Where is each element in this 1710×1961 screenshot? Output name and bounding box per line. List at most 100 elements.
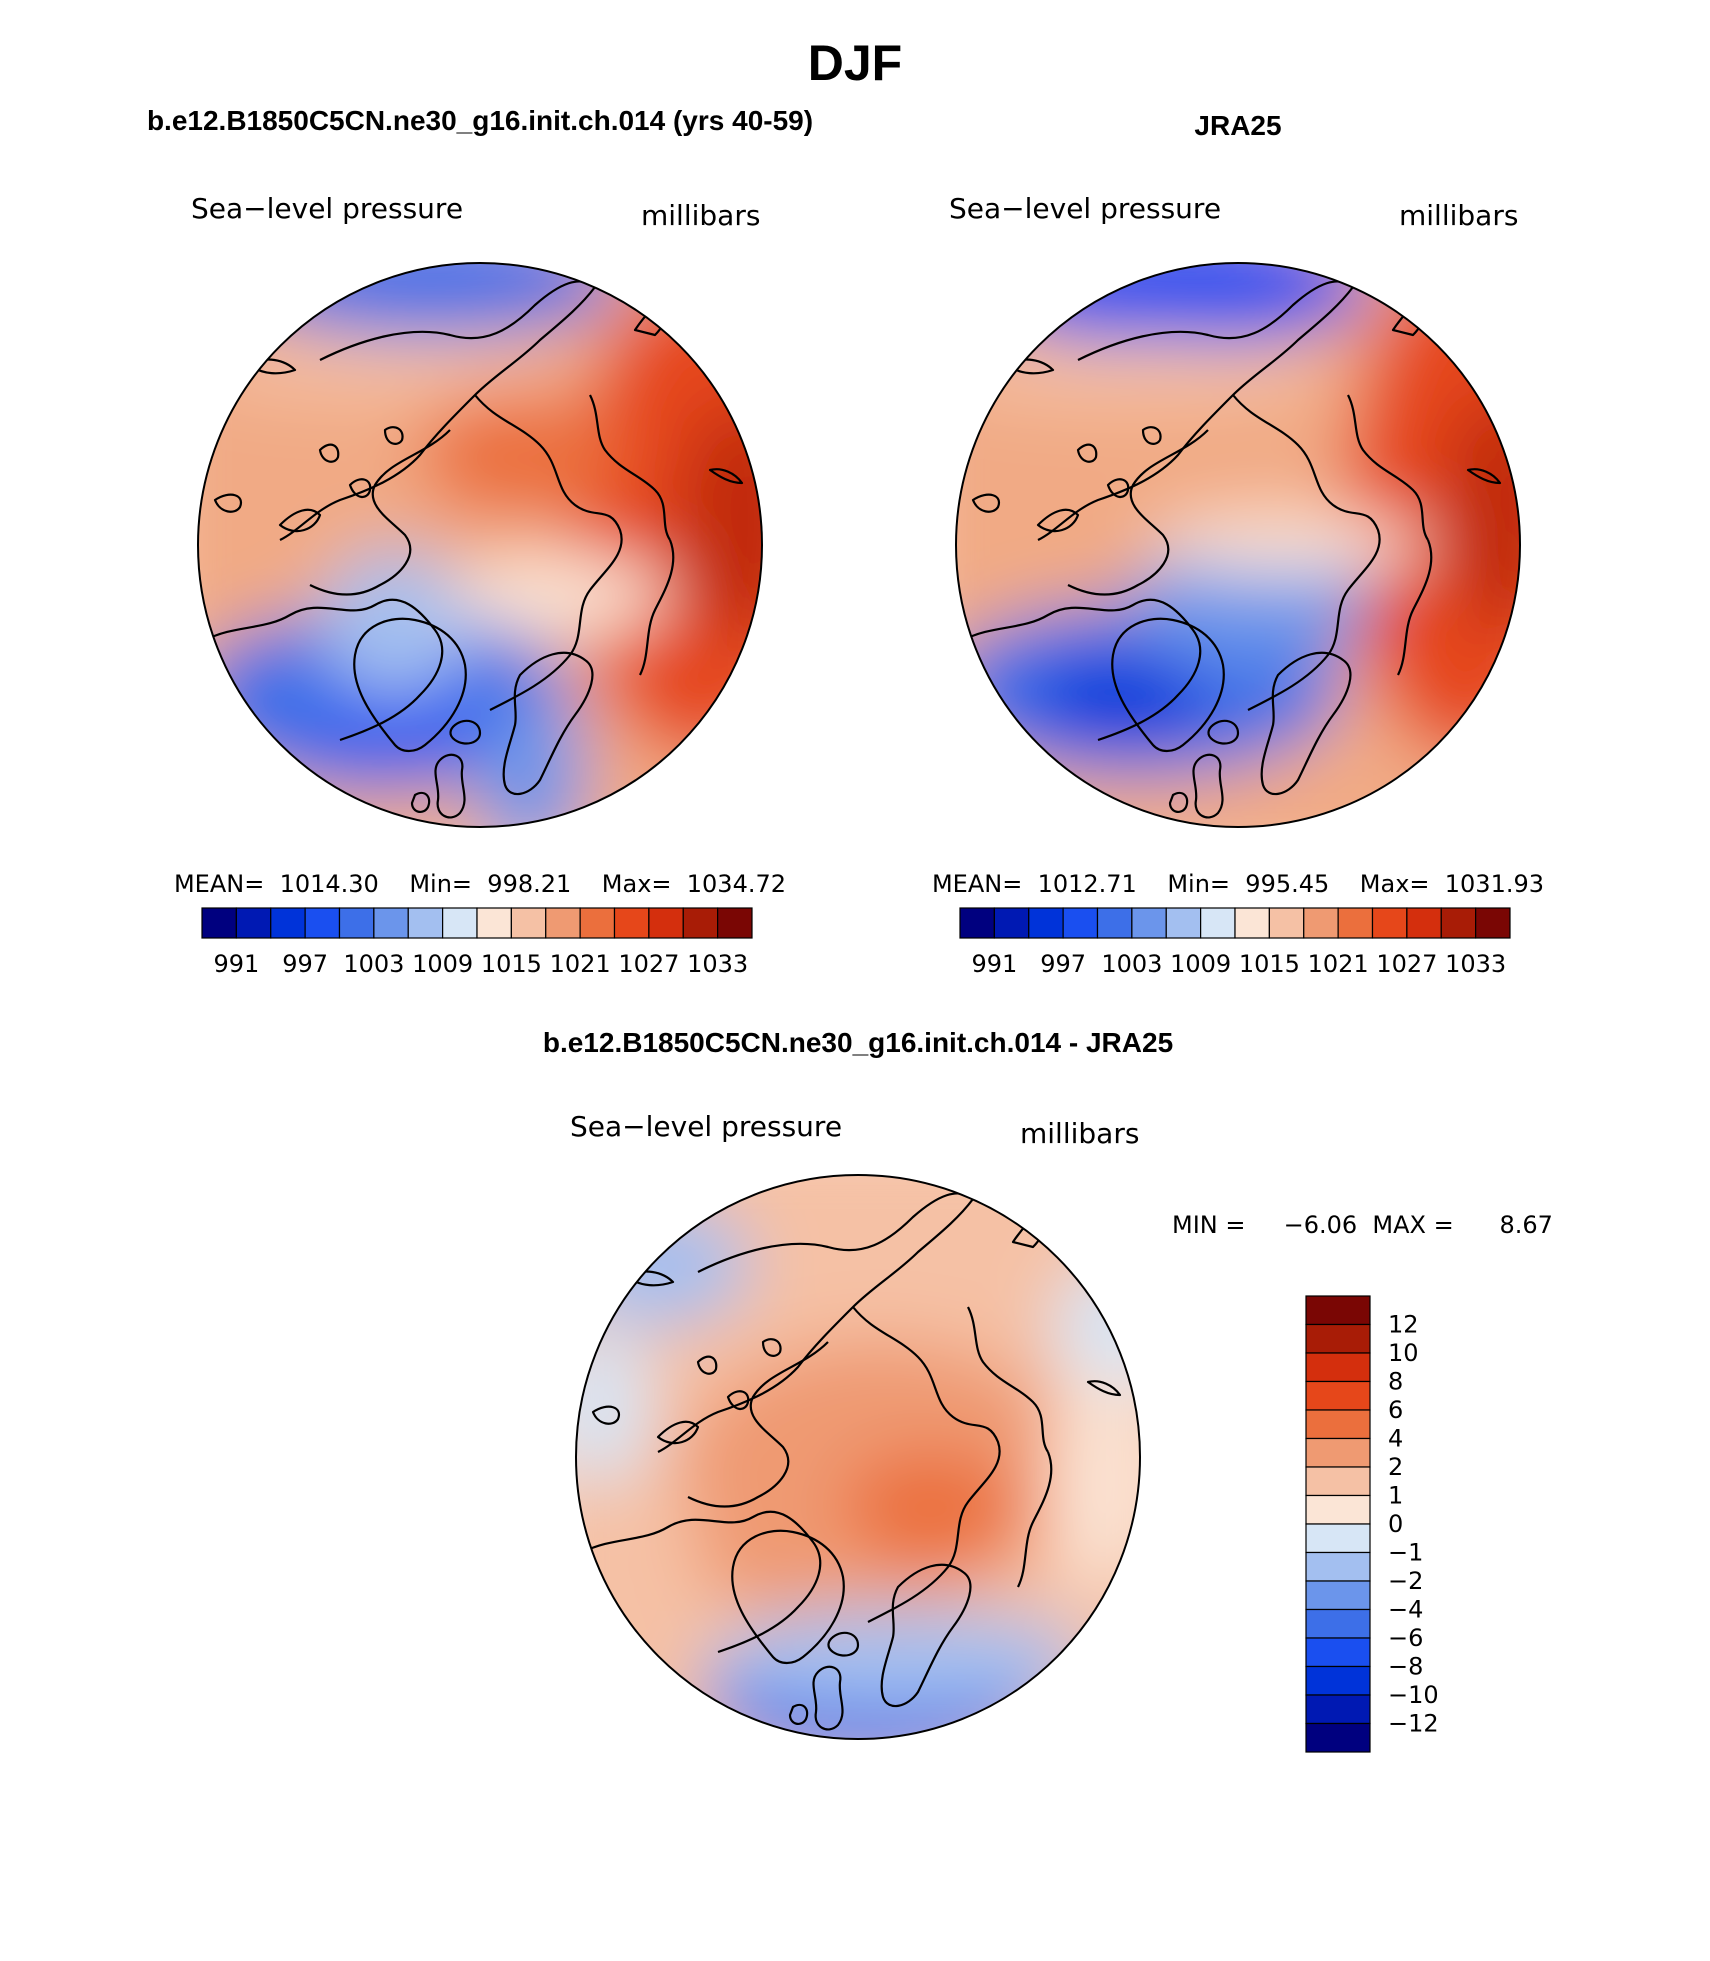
labelbar-diff-box <box>1305 1352 1371 1383</box>
map-obs-neutral-band <box>1150 515 1430 575</box>
map-diff-positive-greenland <box>695 1510 875 1610</box>
panel-model-title: b.e12.B1850C5CN.ne30_g16.init.ch.014 (yr… <box>147 105 813 136</box>
labelbar-obs-box <box>1475 907 1511 939</box>
labelbar-diff-tick-label: 6 <box>1388 1396 1403 1424</box>
labelbar-obs-box <box>1234 907 1270 939</box>
labelbar-model-box <box>338 907 375 939</box>
labelbar-model-box <box>235 907 272 939</box>
labelbar-obs-tick-label: 1015 <box>1239 950 1300 978</box>
season-title: DJF <box>808 35 902 91</box>
labelbar-diff-box <box>1305 1722 1371 1753</box>
labelbar-model-box <box>373 907 409 939</box>
panel-model: b.e12.B1850C5CN.ne30_g16.init.ch.014 (yr… <box>147 105 813 978</box>
labelbar-model-box <box>510 907 547 939</box>
labelbar-diff-tick-label: −6 <box>1388 1624 1423 1652</box>
map-obs-arctic-trough <box>1130 545 1370 665</box>
labelbar-model-box <box>407 907 444 939</box>
labelbar-obs-box <box>959 907 995 939</box>
map-diff-border <box>575 1174 1141 1740</box>
labelbar-model-tick-label: 997 <box>282 950 328 978</box>
map-model-low-pressure-core <box>315 675 485 755</box>
labelbar-diff-box <box>1305 1295 1371 1326</box>
map-diff-positive-core <box>840 1450 1020 1570</box>
labelbar-diff-tick-label: 0 <box>1388 1510 1403 1538</box>
labelbar-obs-box <box>1131 907 1167 939</box>
labelbar-model-tick-label: 1015 <box>481 950 542 978</box>
labelbar-diff-box <box>1305 1494 1371 1525</box>
map-obs-border <box>955 262 1521 828</box>
panel-diff-stats: MIN = −6.06 MAX = 8.67 <box>1172 1211 1553 1239</box>
map-diff-negative-pacific <box>576 1205 750 1325</box>
labelbar-model-tick-label: 1033 <box>687 950 748 978</box>
map-model <box>198 263 762 827</box>
map-obs-high-pressure-core <box>1440 390 1520 630</box>
labelbar-diff-tick-label: −8 <box>1388 1653 1423 1681</box>
panel-diff: b.e12.B1850C5CN.ne30_g16.init.ch.014 - J… <box>543 1027 1553 1753</box>
labelbar-obs-tick-label: 991 <box>971 950 1017 978</box>
labelbar-diff-tick-label: 10 <box>1388 1339 1419 1367</box>
labelbar-obs-tick-label: 1003 <box>1101 950 1162 978</box>
labelbar-obs: 991 997 1003 1009 1015 1021 1027 1033 <box>959 907 1511 978</box>
labelbar-diff-tick-label: −10 <box>1388 1681 1439 1709</box>
map-model-neutral-band <box>450 555 670 635</box>
labelbar-obs-tick-label: 1027 <box>1376 950 1437 978</box>
labelbar-model-box <box>442 907 478 939</box>
labelbar-diff-box <box>1305 1551 1371 1582</box>
labelbar-obs-tick-label: 997 <box>1040 950 1086 978</box>
map-obs-low-pressure-aleutian <box>990 263 1370 345</box>
map-model-pacific-band <box>198 335 570 395</box>
labelbar-obs-box <box>1096 907 1133 939</box>
labelbar-diff-tick-label: 12 <box>1388 1311 1419 1339</box>
labelbar-obs-box <box>993 907 1030 939</box>
labelbar-model-box <box>579 907 616 939</box>
labelbar-diff-box <box>1305 1437 1371 1468</box>
labelbar-diff-box <box>1305 1523 1371 1554</box>
panel-model-units: millibars <box>641 199 760 232</box>
labelbar-model-box <box>682 907 719 939</box>
labelbar-diff-tick-label: −4 <box>1388 1596 1423 1624</box>
labelbar-model-box <box>304 907 341 939</box>
labelbar-obs-tick-label: 1021 <box>1308 950 1369 978</box>
labelbar-diff-box <box>1305 1409 1371 1440</box>
panel-obs-stats: MEAN= 1012.71 Min= 995.45 Max= 1031.93 <box>932 870 1544 898</box>
labelbar-diff-box <box>1305 1380 1371 1411</box>
labelbar-model-box <box>201 907 237 939</box>
map-model-greenland-low <box>320 550 470 700</box>
map-obs-pacific-band <box>956 338 1330 402</box>
labelbar-diff-tick-label: −2 <box>1388 1567 1423 1595</box>
labelbar-diff-tick-label: −12 <box>1388 1710 1439 1738</box>
panel-obs-title: JRA25 <box>1194 110 1281 141</box>
labelbar-diff-box <box>1305 1580 1371 1611</box>
labelbar-obs-box <box>1406 907 1442 939</box>
labelbar-diff-tick-label: −1 <box>1388 1539 1423 1567</box>
map-model-high-pressure-arctic <box>420 390 620 520</box>
labelbar-model-tick-label: 1009 <box>412 950 473 978</box>
map-diff-negative-europe-ring <box>710 1610 1090 1710</box>
labelbar-model-box <box>717 907 753 939</box>
labelbar-obs-box <box>1371 907 1408 939</box>
panel-obs-units: millibars <box>1399 199 1518 232</box>
map-model-europe-trough <box>475 695 585 827</box>
labelbar-diff-box <box>1305 1323 1371 1354</box>
labelbar-model-tick-label: 1027 <box>618 950 679 978</box>
labelbar-diff-tick-label: 2 <box>1388 1453 1403 1481</box>
panel-diff-variable: Sea−level pressure <box>570 1110 842 1143</box>
labelbar-diff-box <box>1305 1608 1371 1639</box>
panel-obs-variable: Sea−level pressure <box>949 192 1221 225</box>
labelbar-obs-box <box>1200 907 1236 939</box>
labelbar-model-box <box>613 907 650 939</box>
labelbar-obs-box <box>1337 907 1374 939</box>
panel-model-stats: MEAN= 1014.30 Min= 998.21 Max= 1034.72 <box>174 870 786 898</box>
map-obs <box>956 263 1520 827</box>
labelbar-model-box <box>545 907 581 939</box>
panel-diff-units: millibars <box>1020 1117 1139 1150</box>
labelbar-obs-box <box>1028 907 1064 939</box>
labelbar-model-tick-label: 1003 <box>343 950 404 978</box>
map-model-border <box>197 262 763 828</box>
panel-obs: JRA25 Sea−level pressure millibars MEAN=… <box>932 110 1544 978</box>
map-diff-negative-atlantic <box>576 1325 650 1485</box>
labelbar-model-box <box>476 907 512 939</box>
labelbar-diff-box <box>1305 1466 1371 1497</box>
